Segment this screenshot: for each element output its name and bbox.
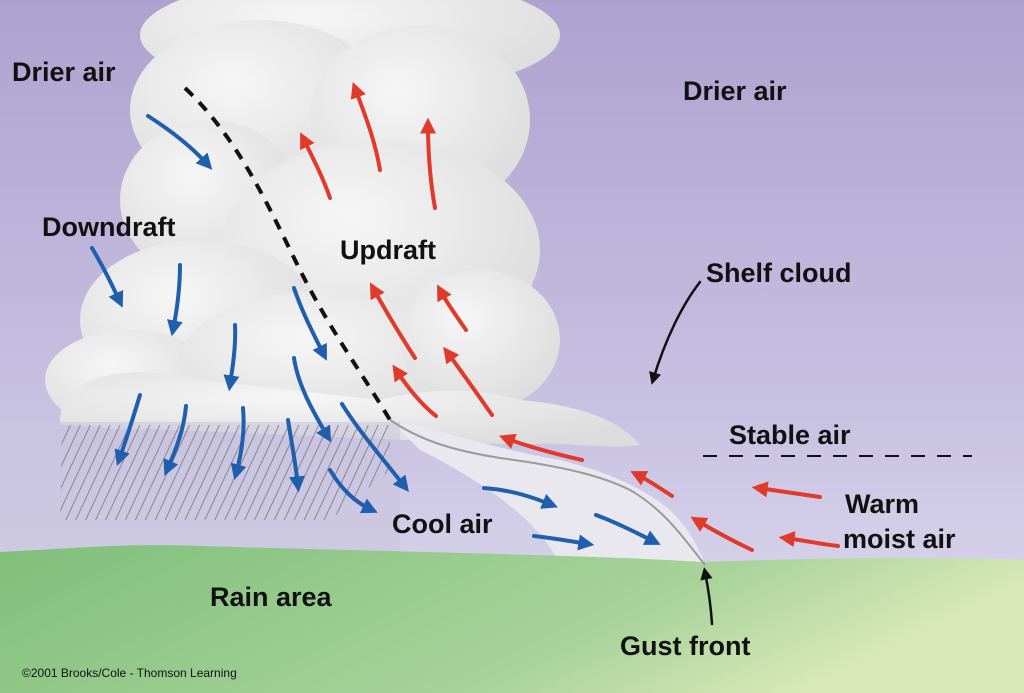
- updraft-arrow: [690, 516, 754, 552]
- downdraft-arrow: [594, 513, 661, 545]
- updraft-arrow: [443, 346, 494, 417]
- downdraft-arrow: [223, 323, 240, 392]
- updraft-arrow: [300, 132, 332, 200]
- label-warm-moist-air-line2: moist air: [843, 524, 956, 554]
- downdraft-arrow: [90, 246, 124, 308]
- downdraft-arrows: [90, 114, 661, 551]
- ground: [0, 545, 1024, 693]
- downdraft-arrow: [292, 286, 327, 361]
- downdraft-arrow: [328, 468, 378, 514]
- downdraft-arrow: [230, 406, 247, 481]
- label-updraft: Updraft: [340, 235, 436, 265]
- label-downdraft: Downdraft: [42, 212, 176, 242]
- downdraft-arrow: [532, 534, 595, 551]
- updraft-arrow: [392, 364, 438, 418]
- downdraft-arrow: [482, 486, 558, 509]
- updraft-arrow: [350, 81, 382, 172]
- updraft-arrow: [630, 471, 674, 498]
- copyright-credit: ©2001 Brooks/Cole - Thomson Learning: [22, 666, 237, 680]
- label-shelf-cloud: Shelf cloud: [706, 258, 852, 288]
- updraft-arrow: [778, 531, 840, 548]
- updraft-arrow: [420, 117, 437, 210]
- pointer-arrows: [649, 280, 714, 626]
- rain-streaks: [60, 425, 390, 520]
- downdraft-updraft-boundary: [183, 86, 392, 422]
- label-drier-air-right: Drier air: [683, 76, 787, 106]
- gust-front-pointer-arrow: [700, 567, 714, 626]
- updraft-arrow: [436, 284, 468, 332]
- storm-cloud: [45, 0, 705, 565]
- label-drier-air-left: Drier air: [12, 57, 116, 87]
- downdraft-arrow: [340, 402, 409, 493]
- updraft-arrow: [369, 282, 417, 360]
- downdraft-arrow: [146, 114, 213, 170]
- shelf-cloud-pointer-arrow: [649, 280, 702, 385]
- label-rain-area: Rain area: [210, 582, 332, 612]
- downdraft-arrow: [286, 418, 306, 493]
- label-warm-moist-air-line1: Warm: [845, 489, 920, 519]
- downdraft-arrow: [292, 356, 332, 443]
- updraft-arrow: [498, 433, 584, 462]
- updraft-arrows: [300, 81, 840, 552]
- label-gust-front: Gust front: [620, 631, 751, 661]
- downdraft-arrow: [167, 263, 183, 337]
- downdraft-arrow: [163, 404, 188, 476]
- label-cool-air: Cool air: [392, 509, 493, 539]
- label-stable-air: Stable air: [729, 420, 851, 450]
- downdraft-arrow: [114, 393, 142, 467]
- updraft-arrow: [751, 481, 822, 499]
- gust-front-outline: [389, 419, 706, 566]
